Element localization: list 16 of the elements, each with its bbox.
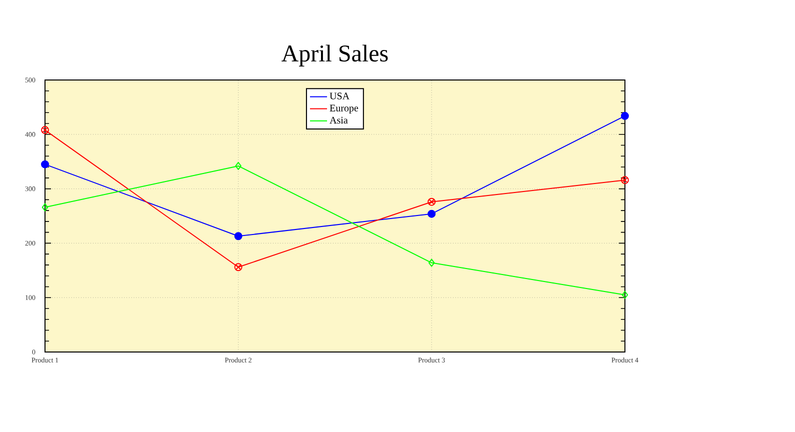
point bbox=[234, 232, 242, 240]
point bbox=[235, 162, 242, 170]
legend-label: USA bbox=[330, 92, 350, 100]
point bbox=[234, 263, 242, 272]
point bbox=[622, 290, 628, 299]
point bbox=[428, 258, 435, 267]
point bbox=[620, 112, 629, 120]
point bbox=[428, 198, 436, 206]
point bbox=[620, 176, 629, 184]
point bbox=[428, 210, 436, 218]
legend-label: Asia bbox=[330, 116, 348, 124]
point bbox=[41, 126, 50, 134]
point bbox=[41, 160, 50, 168]
chart-title: April Sales bbox=[282, 44, 388, 66]
legend-label: Europe bbox=[330, 104, 358, 114]
point bbox=[42, 203, 48, 212]
